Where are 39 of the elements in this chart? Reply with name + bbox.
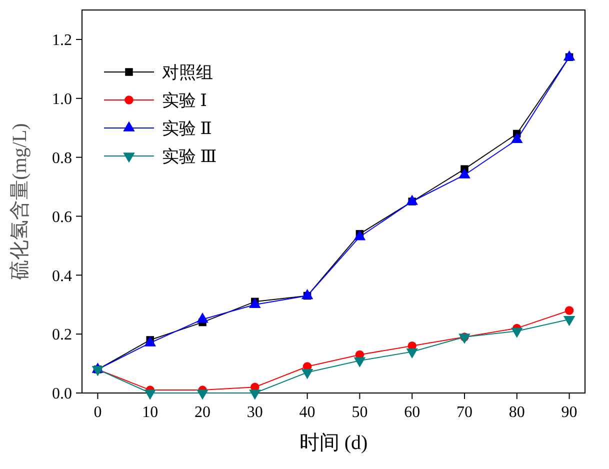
x-tick-label: 0 [94, 404, 102, 421]
point [406, 194, 418, 205]
legend-label: 对照组 [162, 62, 213, 82]
x-tick-label: 90 [561, 404, 578, 421]
x-tick-label: 10 [142, 404, 158, 421]
point [354, 357, 366, 368]
y-tick-label: 0.8 [52, 150, 72, 167]
x-axis-title: 时间 (d) [299, 432, 368, 454]
legend-label: 实验 Ⅲ [162, 146, 217, 166]
point [563, 316, 576, 326]
point [406, 348, 418, 359]
point [196, 390, 208, 400]
legend-label: 实验 Ⅱ [162, 118, 212, 138]
point [354, 230, 366, 240]
x-tick-label: 20 [194, 404, 211, 421]
y-tick-label: 0.6 [52, 208, 72, 226]
legend-label: 实验 Ⅰ [162, 90, 207, 110]
y-tick-label: 1.2 [52, 32, 72, 50]
point [511, 132, 523, 144]
y-tick-label: 0.4 [52, 268, 72, 285]
point [564, 306, 574, 315]
y-tick-label: 0.2 [52, 326, 72, 344]
point [92, 366, 104, 376]
x-tick-label: 40 [299, 404, 316, 421]
point [301, 368, 314, 380]
x-tick-label: 80 [508, 404, 525, 421]
point [458, 334, 470, 344]
y-axis-title: 硫化氢含量(mg/L) [9, 123, 31, 280]
point [458, 168, 470, 178]
x-tick-label: 50 [352, 404, 368, 421]
point [511, 328, 523, 338]
point [563, 50, 576, 61]
point [249, 390, 261, 400]
y-tick-label: 1.0 [52, 90, 72, 108]
x-tick-label: 60 [404, 404, 420, 421]
x-tick-label: 30 [246, 404, 263, 421]
x-tick-label: 70 [456, 404, 472, 421]
y-tick-label: 0.0 [52, 386, 72, 403]
point [144, 390, 156, 400]
